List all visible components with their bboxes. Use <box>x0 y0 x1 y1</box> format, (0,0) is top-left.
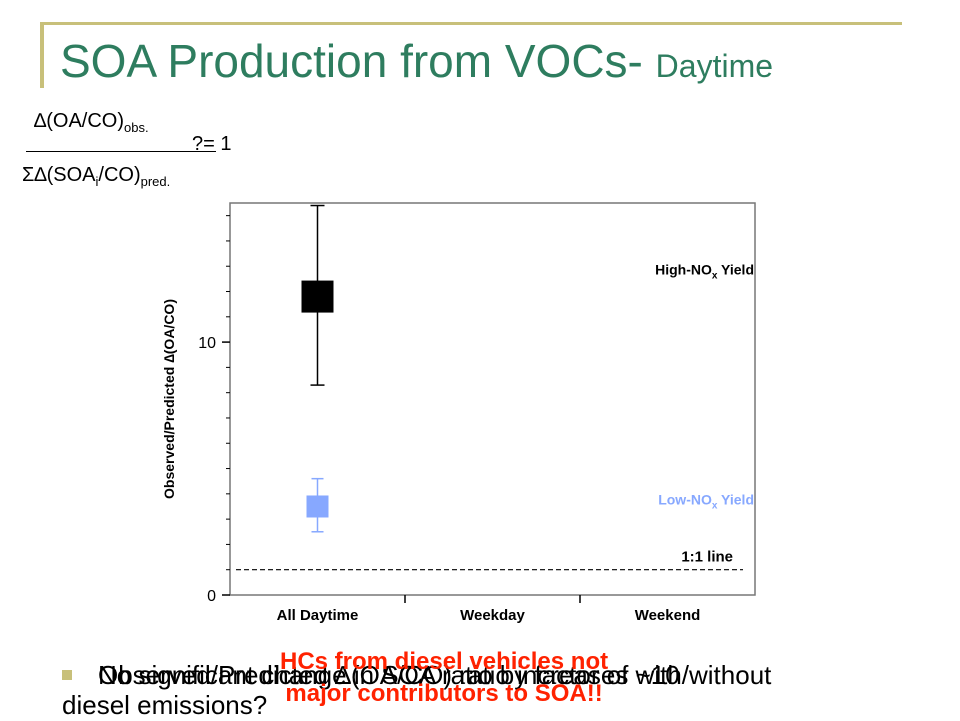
equation-numerator: ∆(OA/CO)obs. <box>34 110 149 135</box>
equation-denominator: Σ∆(SOAi/CO)pred. <box>22 164 170 189</box>
legend-label: Low-NOx Yield <box>658 491 754 511</box>
equation-rhs: ?= 1 <box>192 133 232 155</box>
slide-title-main: SOA Production from VOCs- <box>60 35 643 87</box>
title-accent-vertical <box>40 22 44 88</box>
y-tick-label: 10 <box>198 335 216 352</box>
data-point <box>306 495 329 518</box>
slide-title-sub: Daytime <box>655 48 774 84</box>
data-point <box>301 280 334 313</box>
conclusion-line-1: HCs from diesel vehicles not <box>280 648 609 675</box>
x-tick-label: Weekend <box>635 607 701 624</box>
conclusion-highlight: HCs from diesel vehicles not major contri… <box>280 646 608 710</box>
y-tick-label: 0 <box>207 588 216 605</box>
plot-frame <box>229 202 756 596</box>
title-accent-horizontal <box>40 22 902 25</box>
numerator-subscript: obs. <box>124 120 149 135</box>
x-tick-label: Weekday <box>460 607 525 624</box>
bullet-line-a: Observed/Predicted ∆(OA/CO) ratio increa… <box>98 660 772 690</box>
bullet-list: Observed/Predicted ∆(OA/CO) ratio increa… <box>62 648 922 720</box>
y-axis-label: Observed/Predicted ∆(OA/CO) <box>161 299 177 499</box>
ratio-chart: 0 10 All Daytime Weekday Weekend Observed/Pre… <box>161 202 756 624</box>
denominator-text-a: Σ∆(SOA <box>22 164 96 186</box>
fraction-bar <box>26 151 216 152</box>
conclusion-line-2: major contributors to SOA!! <box>285 680 603 707</box>
numerator-text: ∆(OA/CO) <box>34 110 125 132</box>
legend-label: High-NOx Yield <box>655 262 754 282</box>
denominator-subscript: pred. <box>140 174 171 189</box>
denominator-text-b: /CO) <box>98 164 141 186</box>
denominator-subscript-i: i <box>95 174 99 189</box>
slide-title: SOA Production from VOCs- Daytime <box>60 38 773 84</box>
bullet-line-a-continued: diesel emissions? <box>62 690 268 720</box>
reference-line-label: 1:1 line <box>681 549 733 566</box>
bullet-line-b: No significant change in SOA ratio by fa… <box>98 660 680 690</box>
x-tick-label: All Daytime <box>277 607 359 624</box>
bullet-marker-icon <box>62 670 72 680</box>
